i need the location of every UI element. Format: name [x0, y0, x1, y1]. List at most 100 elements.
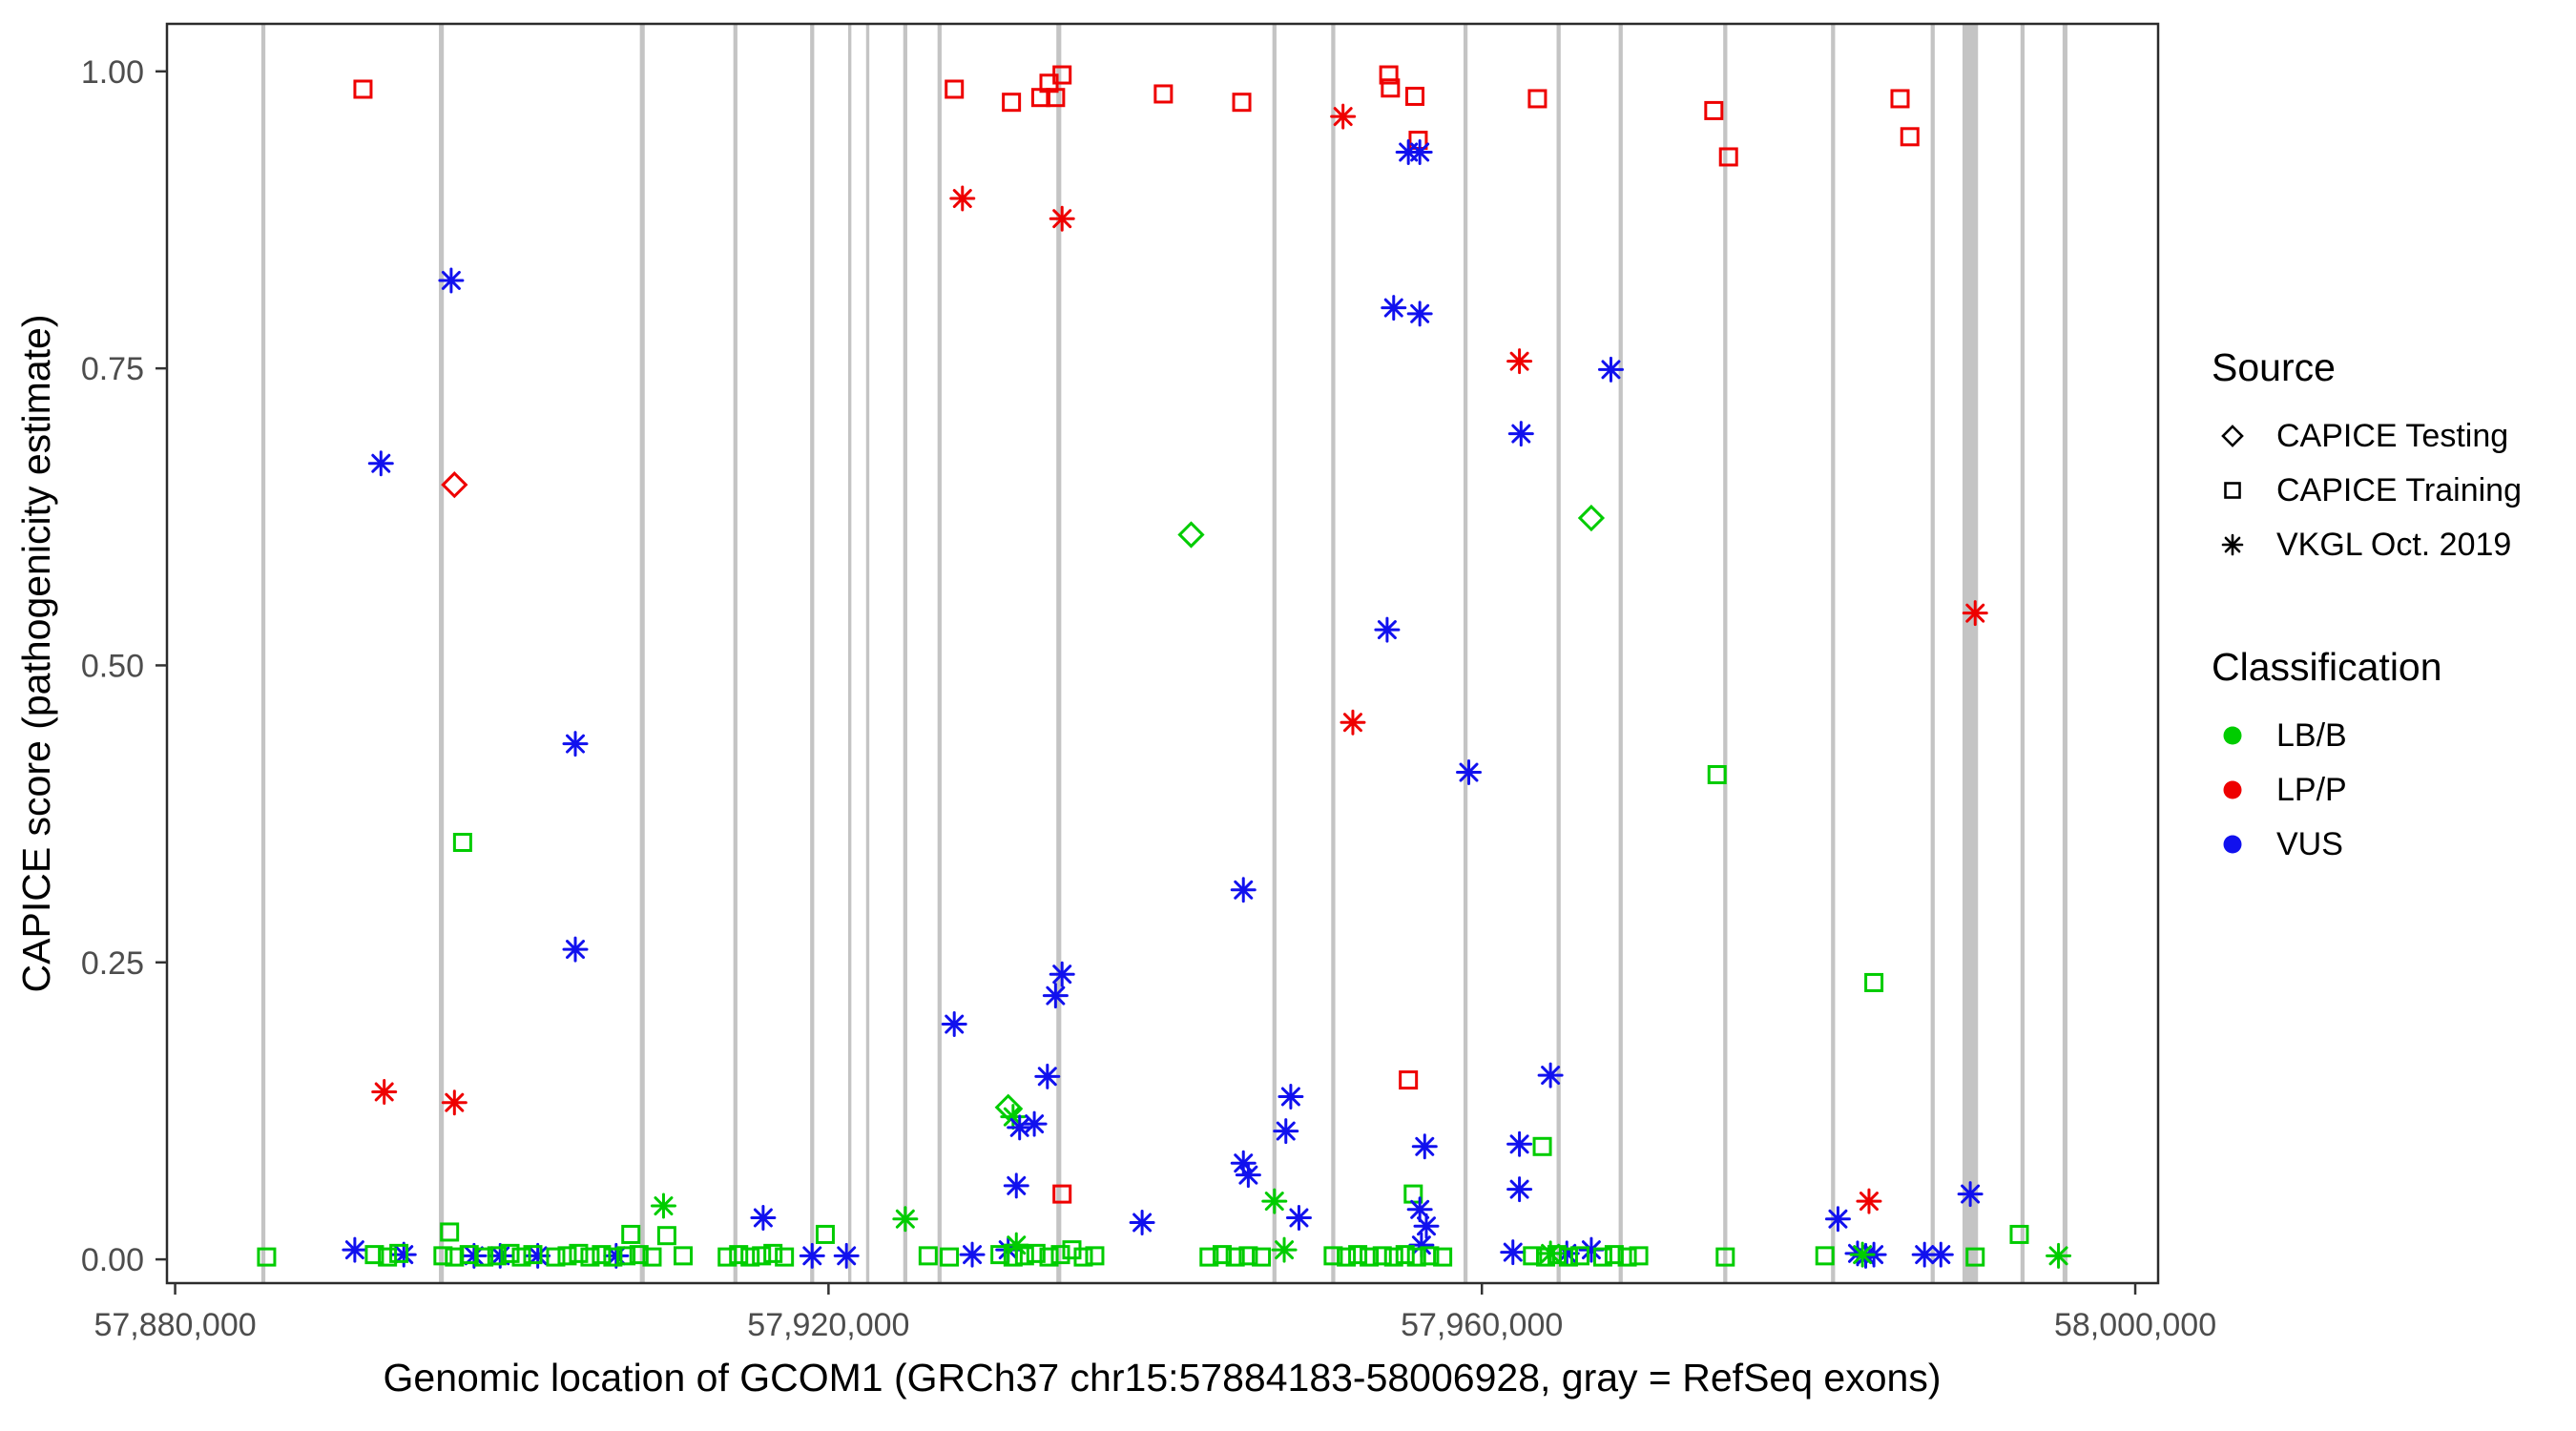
data-point — [1849, 1241, 1876, 1268]
data-point — [500, 1243, 520, 1263]
data-point — [1153, 84, 1174, 104]
data-point — [1523, 1246, 1543, 1266]
exon-band — [847, 24, 852, 1283]
data-point — [1558, 1247, 1578, 1267]
legend-source-group: Source CAPICE Testing CAPICE Training VKGL… — [2212, 345, 2522, 578]
data-point — [1021, 1110, 1048, 1137]
data-point — [257, 1247, 277, 1267]
x-axis-title: Genomic location of GCOM1 (GRCh37 chr15:… — [384, 1356, 1942, 1400]
data-point — [1569, 1246, 1589, 1266]
legend-item: VKGL Oct. 2019 — [2212, 524, 2522, 566]
data-point — [1003, 1172, 1029, 1199]
data-point — [1285, 1205, 1312, 1232]
exon-band — [1723, 24, 1728, 1283]
data-point — [1232, 93, 1252, 113]
data-point — [2009, 1224, 2029, 1244]
data-point — [1399, 1070, 1419, 1090]
data-point — [459, 1245, 479, 1265]
data-point — [1535, 1247, 1555, 1267]
data-point — [1824, 1206, 1851, 1233]
data-point — [1052, 1184, 1072, 1204]
data-point — [569, 1243, 589, 1263]
exon-band — [2020, 24, 2025, 1283]
y-tick-label: 1.00 — [81, 54, 144, 91]
data-point — [650, 1192, 676, 1219]
data-point — [371, 1079, 398, 1106]
data-point — [729, 1245, 749, 1265]
exon-band — [1056, 24, 1062, 1283]
data-point — [1911, 1241, 1938, 1268]
axis-layer: 57,880,000 57,920,000 57,960,000 58,000,000… — [81, 22, 2216, 1343]
data-point — [1856, 1188, 1882, 1214]
data-point — [1381, 295, 1407, 321]
data-point — [1577, 504, 1606, 532]
exon-band — [733, 24, 737, 1283]
data-point — [1965, 1247, 1985, 1267]
data-point — [1506, 1130, 1533, 1157]
data-point — [1395, 1245, 1415, 1265]
exon-layer — [260, 24, 2067, 1283]
exon-band — [1272, 24, 1277, 1283]
data-point — [945, 79, 965, 99]
data-point — [1604, 1245, 1624, 1265]
exon-band — [1618, 24, 1623, 1283]
y-axis-title: CAPICE score (pathogenicity estimate) — [14, 315, 58, 993]
data-point — [1212, 1245, 1232, 1265]
data-point — [642, 1247, 662, 1267]
data-point — [621, 1224, 641, 1244]
data-point — [1405, 86, 1425, 106]
data-point — [1337, 1247, 1357, 1267]
data-point — [1049, 961, 1075, 987]
data-point — [1597, 356, 1624, 383]
data-point — [1506, 1176, 1533, 1203]
data-point — [1340, 709, 1366, 736]
y-tick-label: 0.75 — [81, 351, 144, 387]
data-point — [523, 1245, 543, 1265]
data-point — [1715, 1247, 1735, 1267]
data-point — [941, 1011, 967, 1038]
data-point — [616, 1246, 636, 1266]
data-point — [1026, 1243, 1046, 1263]
data-point — [1537, 1062, 1564, 1089]
data-point — [1420, 1246, 1440, 1266]
data-point — [1034, 1063, 1061, 1089]
data-point — [1707, 765, 1727, 785]
data-point — [546, 1247, 566, 1267]
data-point — [1261, 1188, 1288, 1214]
data-point — [461, 1242, 488, 1269]
data-point — [918, 1246, 938, 1266]
legend-item-label: CAPICE Testing — [2276, 417, 2509, 454]
data-point — [1507, 421, 1534, 447]
legend: Source CAPICE Testing CAPICE Training VKGL… — [2212, 345, 2522, 878]
data-point — [1381, 78, 1401, 98]
data-point — [2046, 1242, 2072, 1269]
data-point — [1957, 1181, 1984, 1208]
data-point — [1042, 983, 1069, 1009]
data-point — [1532, 1136, 1552, 1156]
data-point — [440, 1222, 460, 1242]
data-point — [1413, 1213, 1440, 1239]
exon-band — [903, 24, 907, 1283]
data-point — [1374, 616, 1401, 643]
data-point — [1890, 89, 1910, 109]
data-point — [557, 1246, 577, 1266]
data-point — [1330, 103, 1357, 130]
asterisk-legend-icon — [2221, 533, 2244, 556]
data-point — [1718, 147, 1738, 167]
legend-item: CAPICE Training — [2212, 469, 2522, 511]
data-point — [1278, 1083, 1304, 1110]
data-point — [1815, 1246, 1835, 1266]
legend-classification-title: Classification — [2212, 645, 2442, 689]
exon-band — [1831, 24, 1836, 1283]
data-point — [1049, 205, 1075, 232]
legend-classification-group: Classification LB/B LP/P VUS — [2212, 645, 2522, 878]
legend-item: CAPICE Testing — [2212, 415, 2522, 457]
data-point — [441, 471, 468, 499]
data-point — [763, 1243, 783, 1263]
data-point — [1348, 1245, 1368, 1265]
data-point — [752, 1246, 772, 1266]
data-point — [1230, 877, 1257, 903]
legend-item-label: LP/P — [2276, 771, 2347, 808]
data-point — [1360, 1247, 1380, 1267]
circle-legend-icon — [2223, 835, 2242, 854]
